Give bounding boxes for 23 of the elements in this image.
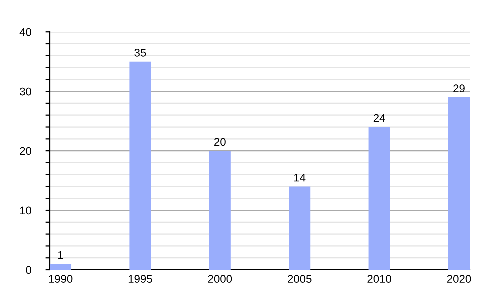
bar [209, 151, 231, 270]
data-label: 1 [58, 251, 64, 259]
bar [50, 264, 72, 270]
data-label: 35 [134, 48, 146, 57]
bar [368, 127, 390, 270]
y-tick-label: 10 [20, 206, 32, 215]
data-label: 20 [214, 138, 226, 146]
x-tick-label: 2010 [368, 275, 392, 284]
y-tick-label: 0 [26, 266, 32, 274]
bar [289, 186, 311, 270]
x-tick-label: 2020 [447, 275, 472, 284]
x-tick-label: 2005 [288, 275, 312, 284]
data-label: 24 [374, 114, 386, 122]
y-tick-label: 40 [20, 28, 32, 36]
bar [130, 62, 152, 270]
data-label: 14 [294, 174, 306, 182]
y-tick-label: 30 [20, 88, 32, 96]
y-tick-label: 20 [20, 147, 32, 156]
x-tick-label: 2000 [208, 275, 232, 284]
data-label: 29 [454, 84, 465, 93]
bar [448, 98, 470, 270]
x-tick-label: 1995 [128, 275, 152, 284]
x-tick-label: 1990 [49, 275, 73, 284]
